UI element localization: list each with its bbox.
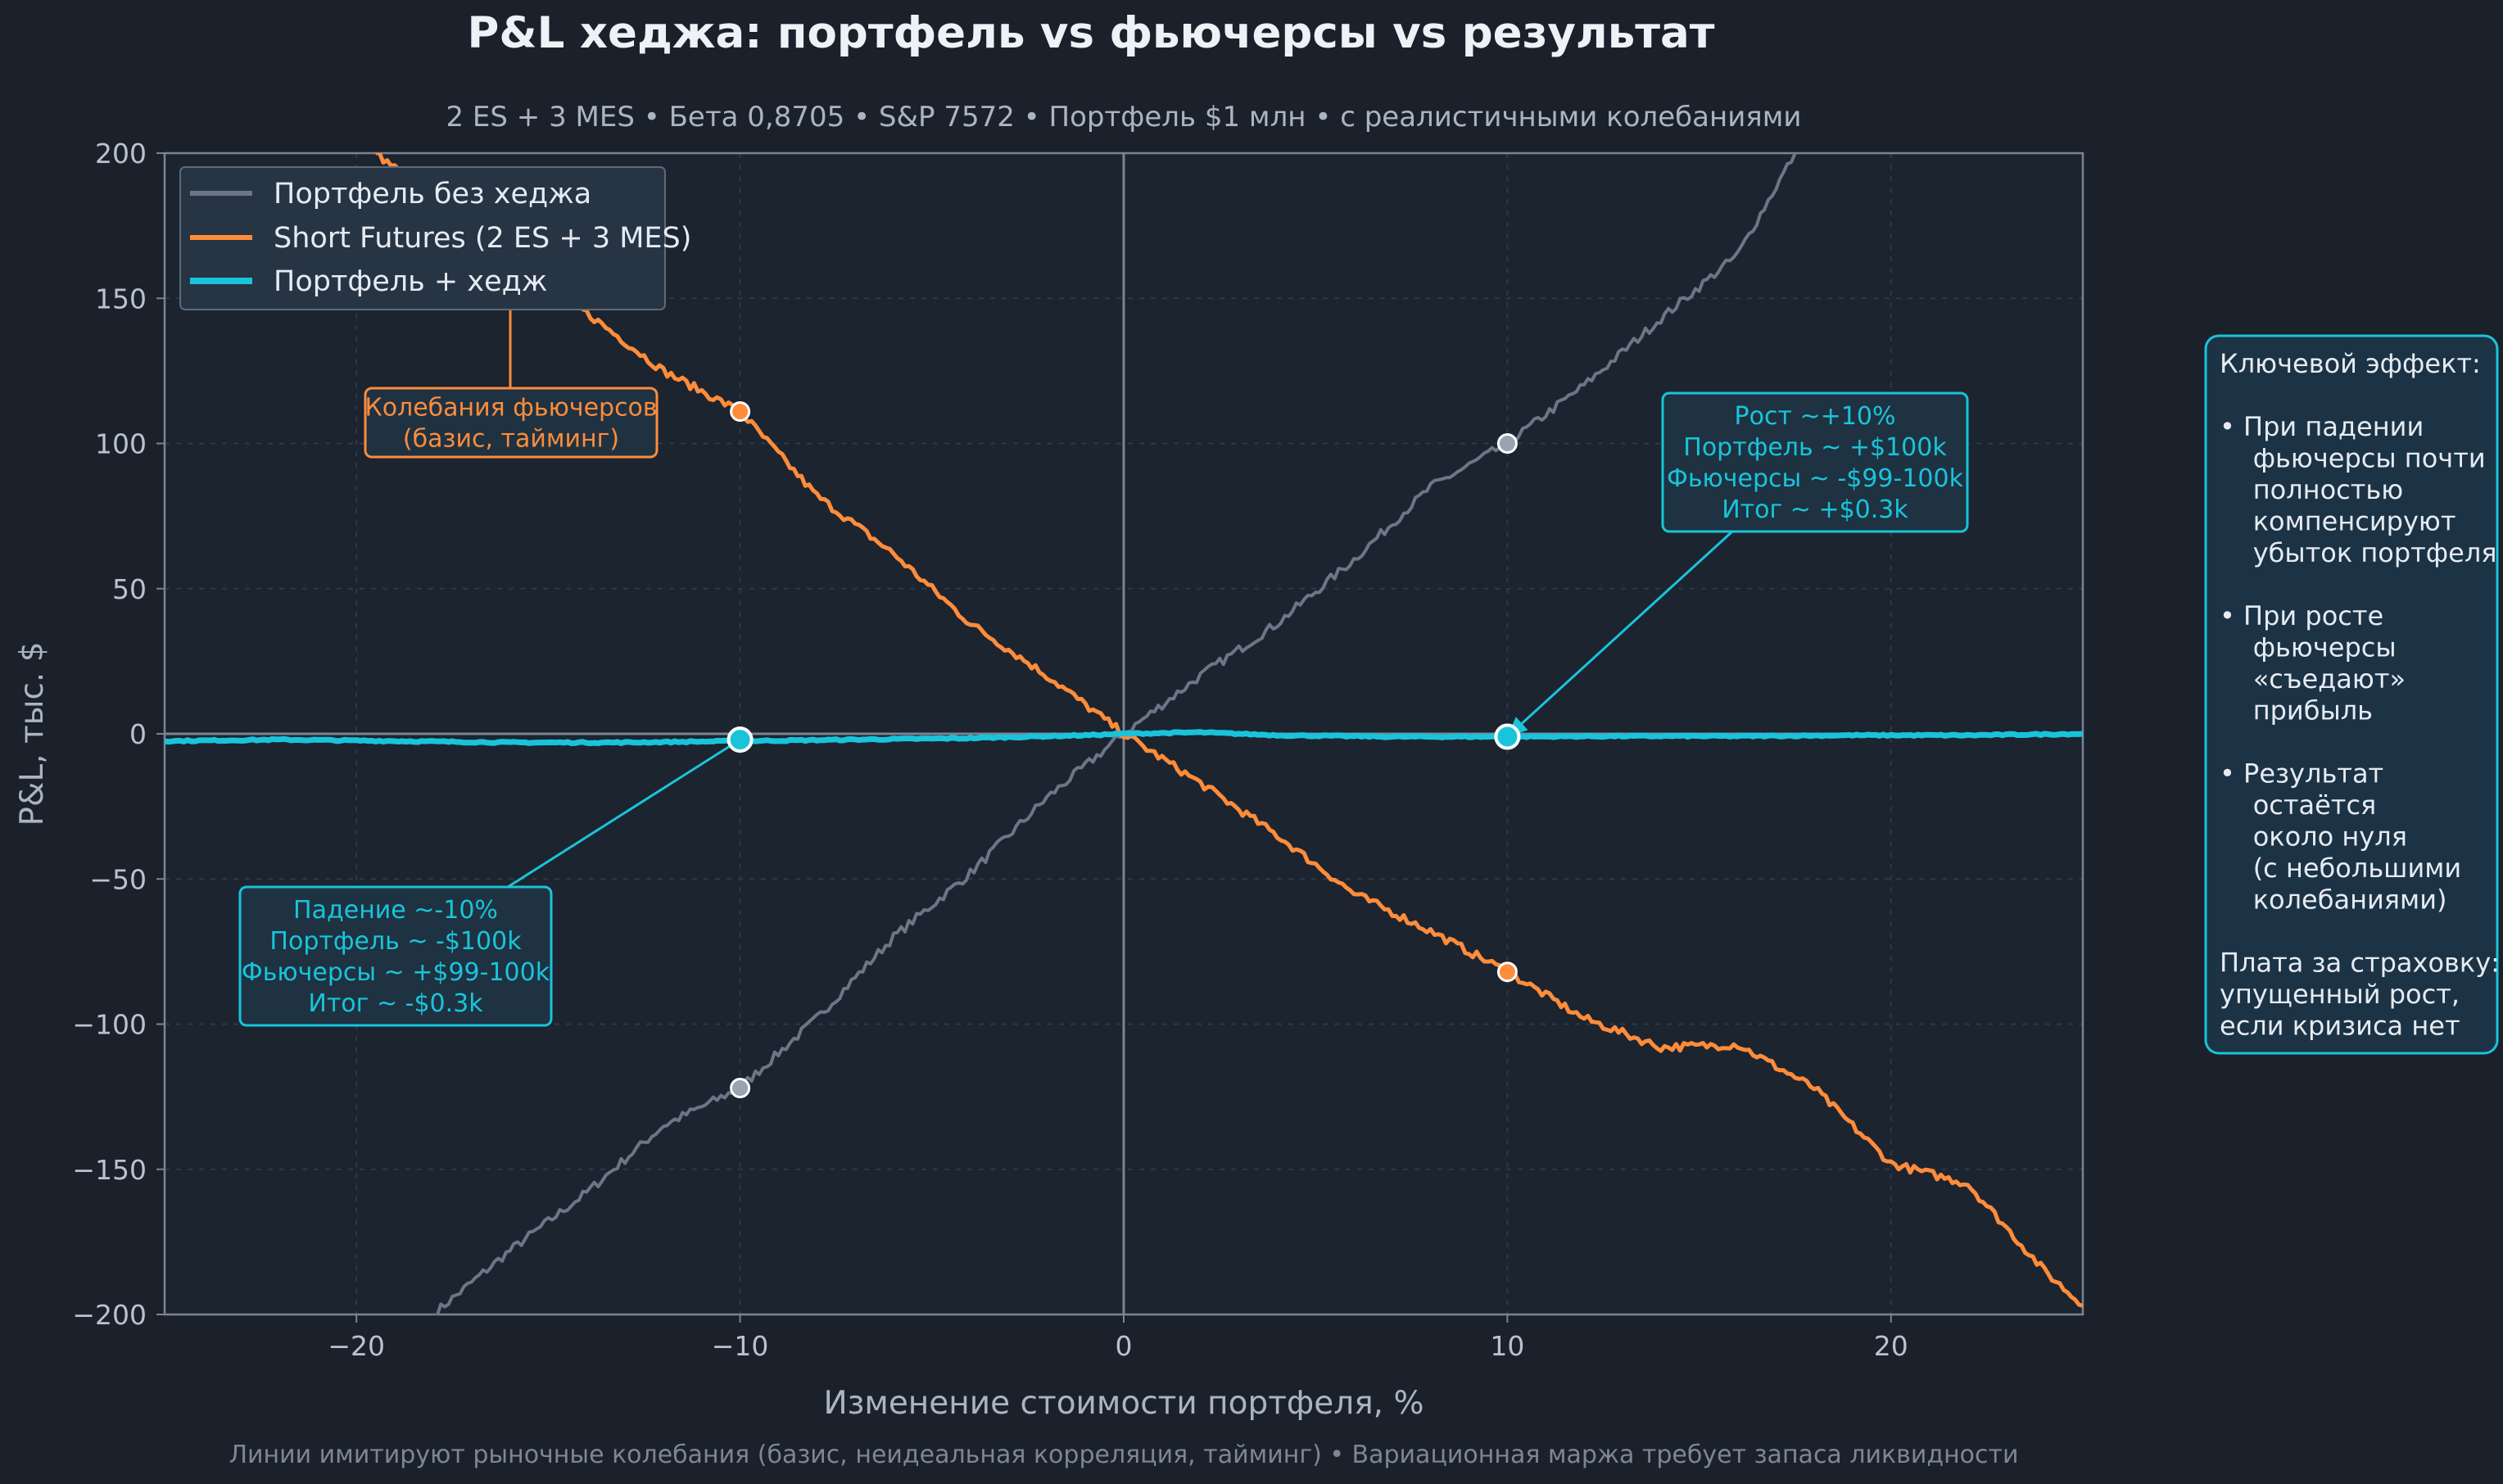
key-effect-line: «съедают» <box>2220 663 2406 694</box>
legend-label-futures: Short Futures (2 ES + 3 MES) <box>274 222 691 255</box>
y-axis-label: P&L, тыс. $ <box>14 641 51 826</box>
key-effect-line: если кризиса нет <box>2220 1011 2460 1042</box>
data-marker <box>730 1077 751 1098</box>
key-effect-line: фьючерсы <box>2220 632 2397 663</box>
annotation-box <box>364 387 659 459</box>
key-effect-line: колебаниями) <box>2220 885 2446 916</box>
y-tick-label: −150 <box>72 1154 147 1186</box>
key-effect-line: около нуля <box>2220 821 2407 853</box>
annotation-connector-fall <box>507 738 741 889</box>
annotation-text: Колебания фьючерсов <box>364 394 657 423</box>
chart-subtitle: 2 ES + 3 MES • Бета 0,8705 • S&P 7572 • … <box>446 101 1801 133</box>
key-effect-line <box>2220 380 2228 411</box>
legend-label-hedged: Портфель + хедж <box>274 265 547 298</box>
annotation-text: Портфель ~ -$100k <box>269 927 522 956</box>
chart-title: P&L хеджа: портфель vs фьючерсы vs резул… <box>468 8 1715 58</box>
key-effect-line: • Результат <box>2220 758 2383 790</box>
y-tick-label: −100 <box>72 1009 147 1041</box>
legend-box <box>179 166 666 310</box>
y-tick-label: 100 <box>95 428 147 460</box>
annotation-text: Фьючерсы ~ -$99-100k <box>1667 464 1964 493</box>
annotation-connector-rise <box>1506 530 1734 738</box>
series-line-portfolio <box>432 153 1797 1314</box>
data-marker <box>1496 433 1518 454</box>
annotation-text: Портфель ~ +$100k <box>1683 433 1947 462</box>
data-marker <box>726 726 754 753</box>
annotation-box <box>1661 391 1969 533</box>
x-tick-label: 0 <box>1116 1330 1133 1362</box>
key-effect-line <box>2220 726 2228 758</box>
annotations: Колебания фьючерсов(базис, тайминг) Рост … <box>238 387 1969 1027</box>
y-tick-label: 0 <box>129 718 147 750</box>
series-lines <box>165 153 2083 1314</box>
legend: Портфель без хеджа Short Futures (2 ES +… <box>179 166 691 310</box>
key-effect-box <box>2204 334 2499 1055</box>
data-marker <box>1496 961 1518 983</box>
key-effect-line: остаётся <box>2220 790 2376 821</box>
y-tick-label: 200 <box>95 138 147 170</box>
x-tick-label: 10 <box>1490 1330 1524 1362</box>
key-effect-line <box>2220 916 2228 947</box>
x-axis-label: Изменение стоимости портфеля, % <box>823 1385 1423 1422</box>
key-effect-line: • При падении <box>2220 411 2424 442</box>
key-effect-line: прибыль <box>2220 695 2373 726</box>
y-tick-label: 50 <box>112 573 147 605</box>
key-effect-line: (с небольшими <box>2220 853 2461 884</box>
footnote: Линии имитируют рыночные колебания (бази… <box>229 1441 2018 1469</box>
key-effect-line: • При росте <box>2220 600 2383 631</box>
data-marker <box>1494 723 1521 750</box>
key-effect-line: фьючерсы почти <box>2220 443 2486 474</box>
key-effect-line: убыток портфеля <box>2220 537 2497 568</box>
key-effect-text: Ключевой эффект: • При падении фьючерсы … <box>2220 348 2500 1042</box>
legend-label-portfolio: Портфель без хеджа <box>274 178 591 210</box>
annotation-text: (базис, тайминг) <box>403 425 619 454</box>
key-effect-panel: Ключевой эффект: • При падении фьючерсы … <box>2204 334 2500 1055</box>
series-markers <box>726 401 1521 1098</box>
annotation-text: Итог ~ -$0.3k <box>308 989 483 1018</box>
key-effect-line: Плата за страховку: <box>2220 948 2500 979</box>
key-effect-line: полностью <box>2220 474 2403 505</box>
x-tick-label: 20 <box>1874 1330 1908 1362</box>
data-marker <box>730 401 751 423</box>
y-tick-label: −200 <box>72 1299 147 1331</box>
annotation-text: Падение ~-10% <box>293 896 498 925</box>
annotation-futures-noise: Колебания фьючерсов(базис, тайминг) <box>364 387 659 459</box>
annotation-box <box>238 885 553 1027</box>
x-tick-label: −10 <box>712 1330 769 1362</box>
key-effect-line <box>2220 569 2228 600</box>
annotation-text: Итог ~ +$0.3k <box>1722 495 1908 524</box>
annotation-text: Фьючерсы ~ +$99-100k <box>242 958 550 987</box>
series-line-hedged <box>165 729 2083 746</box>
y-tick-label: 150 <box>95 283 147 314</box>
key-effect-line: Ключевой эффект: <box>2220 348 2481 379</box>
key-effect-line: компенсируют <box>2220 506 2455 537</box>
key-effect-line: упущенный рост, <box>2220 979 2460 1010</box>
annotation-text: Рост ~+10% <box>1735 402 1896 431</box>
y-tick-label: −50 <box>89 863 147 895</box>
x-tick-label: −20 <box>328 1330 385 1362</box>
series-line-futures <box>375 153 2083 1308</box>
